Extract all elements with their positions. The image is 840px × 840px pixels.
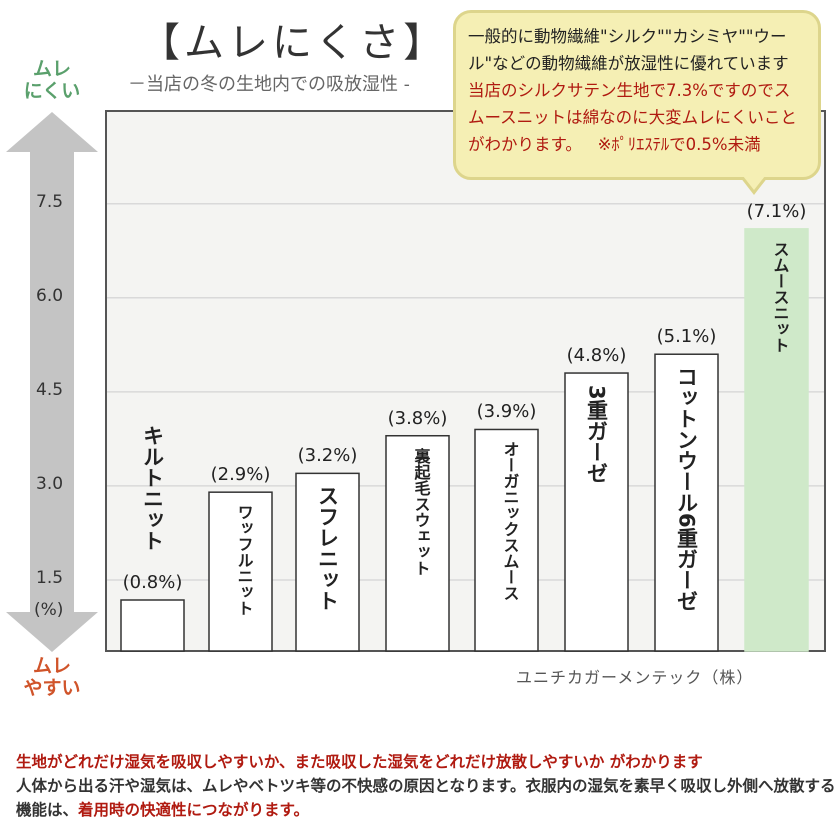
bar — [385, 434, 450, 652]
data-label: (4.8%) — [566, 345, 627, 367]
bar — [474, 428, 539, 652]
footer-text: 生地がどれだけ湿気を吸収しやすいか、また吸収した湿気をどれだけ放散しやすいか が… — [16, 750, 840, 822]
y-tick-label: 4.5 — [36, 379, 64, 400]
label-line: ムレ — [32, 655, 71, 677]
data-label: (3.8%) — [387, 407, 448, 429]
category-label: オーガニックスムース — [500, 441, 520, 602]
label-line: やすい — [23, 677, 81, 699]
label-line: ムレ — [32, 58, 71, 80]
category-label: コットンウール6重ガーゼ — [674, 366, 699, 612]
label-line: にくい — [23, 80, 81, 102]
source-credit: ユニチカガーメンテック（株） — [516, 668, 754, 687]
bar — [120, 599, 185, 652]
category-label: ワッフルニット — [234, 504, 254, 617]
data-label: (3.9%) — [476, 401, 537, 423]
category-label: キルトニット — [140, 425, 165, 551]
bar — [744, 228, 809, 652]
category-label: 3重ガーゼ — [584, 385, 609, 484]
data-label: (3.2%) — [297, 445, 358, 467]
chart-title: 【ムレにくさ】 — [140, 20, 448, 66]
category-label: スフレニット — [315, 485, 340, 612]
category-label: 裏起毛スウェット — [411, 447, 431, 576]
data-label: (0.8%) — [122, 572, 183, 593]
category-label: スムースニット — [770, 240, 790, 353]
callout-text: 一般的に動物繊維"シルク""カシミヤ""ウール"などの動物繊維が放湿性に優れてい… — [468, 27, 789, 73]
y-tick-label: 1.5 — [36, 567, 64, 588]
chart-subtitle: －当店の冬の生地内での吸放湿性 - — [128, 74, 410, 95]
less-stuffy-label: ムレ にくい — [12, 58, 92, 102]
bar — [654, 353, 719, 652]
data-label: (2.9%) — [210, 464, 271, 486]
footer-text-highlight: 着用時の快適性につながります。 — [78, 801, 309, 819]
footer-text-body: 人体から出る汗や湿気は、ムレやベトツキ等の不快感の原因となります。衣服内の湿気を… — [16, 777, 836, 819]
more-stuffy-label: ムレ やすい — [12, 655, 92, 699]
y-axis-unit: (%) — [34, 600, 64, 620]
y-tick-label: 3.0 — [36, 473, 64, 494]
data-label: (5.1%) — [656, 326, 717, 348]
bar — [564, 372, 629, 652]
bar — [295, 472, 360, 652]
callout-tail-inner — [743, 176, 765, 190]
callout-bubble: 一般的に動物繊維"シルク""カシミヤ""ウール"などの動物繊維が放湿性に優れてい… — [453, 10, 821, 180]
callout-highlight: 当店のシルクサテン生地で7.3%ですのでスムースニットは綿なのに大変ムレにくいこ… — [468, 81, 797, 154]
y-tick-label: 6.0 — [36, 285, 64, 306]
footer-line-2: 人体から出る汗や湿気は、ムレやベトツキ等の不快感の原因となります。衣服内の湿気を… — [16, 774, 840, 822]
data-label: (7.1%) — [746, 200, 807, 222]
footer-line-1: 生地がどれだけ湿気を吸収しやすいか、また吸収した湿気をどれだけ放散しやすいか が… — [16, 753, 703, 771]
double-arrow-icon — [6, 112, 98, 652]
callout-note: ※ﾎﾟﾘｴｽﾃﾙで0.5%未満 — [597, 135, 761, 154]
y-tick-label: 7.5 — [36, 191, 64, 212]
bar — [208, 491, 273, 652]
